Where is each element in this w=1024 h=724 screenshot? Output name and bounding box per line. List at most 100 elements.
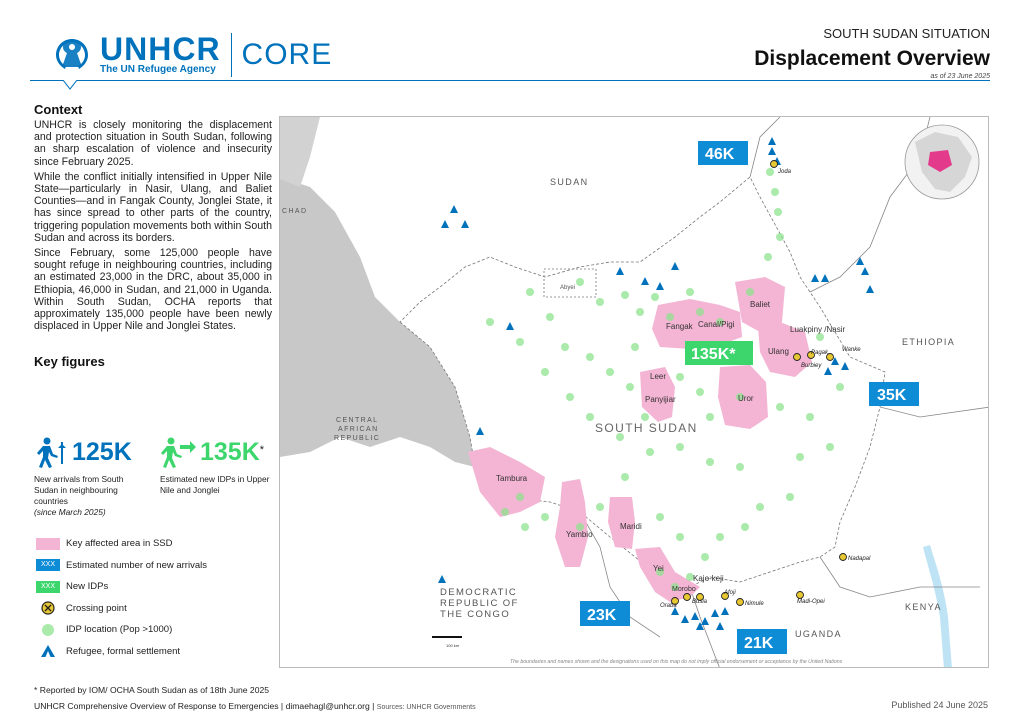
- idps-value: 135K: [200, 437, 260, 466]
- label-nimule: Nimule: [745, 601, 764, 607]
- idps-asterisk: *: [259, 444, 265, 456]
- label-pagak: Pagak: [811, 350, 829, 356]
- label-wanke: Wanke: [842, 347, 861, 353]
- label-yei: Yei: [653, 564, 664, 573]
- car-region: [280, 177, 475, 467]
- abyei-area: [543, 268, 597, 298]
- crossing-point-icon: [41, 601, 55, 615]
- legend-item-idp-location: IDP location (Pop >1000): [36, 619, 207, 641]
- crossing-labels: Joda Pagak Burbiey Wanke Nadapal Oraba B…: [660, 169, 871, 609]
- callout-uganda-box: [737, 629, 787, 654]
- label-nadapal: Nadapal: [848, 556, 871, 562]
- legend-item-new-arrivals: XXX Estimated number of new arrivals: [36, 555, 207, 577]
- legend-label: Refugee, formal settlement: [66, 645, 181, 657]
- map-panel[interactable]: SUDAN CHAD CENTRAL AFRICAN REPUBLIC SOUTH …: [279, 116, 989, 668]
- unhcr-logo[interactable]: UNHCR The UN Refugee Agency CORE: [50, 33, 332, 77]
- refugee-settlement-icon: [41, 645, 55, 658]
- published-date: Published 24 June 2025: [891, 700, 988, 710]
- legend-item-settlement: Refugee, formal settlement: [36, 641, 207, 663]
- legend-label: Estimated number of new arrivals: [66, 559, 207, 571]
- footer-email[interactable]: dimaehagl@unhcr.org: [285, 701, 370, 711]
- idps-caption: Estimated new IDPs in Upper Nile and Jon…: [160, 474, 270, 495]
- context-panel: Context UNHCR is closely monitoring the …: [34, 102, 272, 369]
- key-figure-arrivals: 125K: [34, 436, 132, 468]
- displacement-map[interactable]: SUDAN CHAD CENTRAL AFRICAN REPUBLIC SOUTH …: [280, 117, 989, 668]
- label-kajo-keji: Kajo-keji: [693, 574, 724, 583]
- label-maridi: Maridi: [620, 522, 642, 531]
- callout-sudan: 46K: [705, 146, 735, 163]
- label-kenya: KENYA: [905, 602, 942, 612]
- tambura-area: [468, 447, 545, 517]
- label-ulang: Ulang: [768, 347, 789, 356]
- key-figures-heading: Key figures: [34, 354, 105, 370]
- label-baliet: Baliet: [750, 300, 771, 309]
- context-paragraph-3: Since February, some 125,000 people have…: [34, 247, 272, 333]
- leer-panyijiar-area: [640, 367, 675, 422]
- idp-locations: [486, 168, 844, 591]
- label-ethiopia: ETHIOPIA: [902, 337, 955, 347]
- legend-item-crossing-point: Crossing point: [36, 598, 207, 620]
- label-oraba: Oraba: [660, 603, 677, 609]
- context-paragraph-1: UNHCR is closely monitoring the displace…: [34, 119, 272, 168]
- callout-drc: 23K: [587, 607, 617, 624]
- maridi-area: [608, 497, 635, 549]
- footer-overview: UNHCR Comprehensive Overview of Response…: [34, 701, 279, 711]
- lake-turkana: [923, 545, 952, 667]
- brand-name: UNHCR: [100, 31, 221, 67]
- page-title: Displacement Overview: [754, 47, 990, 70]
- label-morobo: Morobo: [672, 586, 696, 593]
- unhcr-emblem-icon: [56, 39, 88, 69]
- refugee-settlements: [438, 137, 874, 630]
- callout-ethiopia: 35K: [877, 387, 907, 404]
- header: UNHCR The UN Refugee Agency CORE SOUTH S…: [0, 0, 1024, 95]
- legend-label: Crossing point: [66, 602, 127, 614]
- report-date: as of 23 June 2025: [930, 73, 990, 80]
- header-notch: [63, 80, 77, 90]
- arrivals-value: 125K: [72, 437, 132, 466]
- inset-locator-map: [904, 124, 980, 200]
- label-sudan: SUDAN: [550, 177, 589, 187]
- label-madi-opei: Madi-Opei: [797, 599, 825, 605]
- crossing-points: [671, 160, 847, 606]
- label-chad: CHAD: [282, 208, 307, 215]
- label-uror: Uror: [738, 394, 754, 403]
- footer-sources: Sources: UNHCR Governments: [376, 704, 476, 711]
- label-leer: Leer: [650, 372, 666, 381]
- label-luakpiny: Luakpiny /Nasir: [790, 325, 845, 334]
- footer-note: * Reported by IOM/ OCHA South Sudan as o…: [34, 685, 270, 695]
- logo-divider: [230, 33, 232, 77]
- label-burbiey: Burbiey: [801, 363, 822, 369]
- context-paragraph-2: While the conflict initially intensified…: [34, 170, 272, 244]
- fangak-canal-area: [652, 299, 742, 349]
- legend-item-affected-area: Key affected area in SSD: [36, 533, 207, 555]
- yambio-area: [555, 479, 588, 567]
- legend-label: Key affected area in SSD: [66, 538, 173, 550]
- callout-idps: 135K*: [691, 346, 736, 363]
- legend-item-new-idps: XXX New IDPs: [36, 576, 207, 598]
- header-rule: [30, 80, 990, 81]
- scale-label: 100 km: [446, 643, 460, 648]
- refugee-arrival-icon: [37, 437, 66, 468]
- context-heading: Context: [34, 102, 83, 117]
- scale-bar: 100 km: [432, 636, 462, 648]
- label-canal-pigi: Canal/Pigi: [698, 320, 735, 329]
- callout-uganda: 21K: [744, 635, 774, 652]
- arrivals-caption-text: New arrivals from South Sudan in neighbo…: [34, 474, 124, 506]
- callout-ethiopia-box: [869, 382, 919, 406]
- arrivals-caption: New arrivals from South Sudan in neighbo…: [34, 474, 146, 518]
- label-car: CENTRAL AFRICAN REPUBLIC: [334, 417, 380, 442]
- label-panyijiar: Panyijiar: [645, 395, 676, 404]
- callouts: 46K 35K 23K 21K 135K*: [580, 141, 919, 654]
- map-disclaimer: The boundaries and names shown and the d…: [510, 659, 843, 665]
- green-box-swatch: XXX: [36, 580, 60, 593]
- footer-credits: UNHCR Comprehensive Overview of Response…: [34, 701, 476, 711]
- idp-dot-icon: [42, 623, 54, 636]
- label-fangak: Fangak: [666, 322, 694, 331]
- legend-label: IDP location (Pop >1000): [66, 624, 173, 636]
- blue-box-swatch: XXX: [36, 559, 60, 572]
- pink-box-swatch: [36, 537, 60, 550]
- legend-label: New IDPs: [66, 581, 109, 593]
- map-legend: Key affected area in SSD XXX Estimated n…: [36, 533, 207, 662]
- label-drc: DEMOCRATIC REPUBLIC OF THE CONGO: [440, 587, 519, 620]
- label-afoji: Afoji: [723, 590, 736, 596]
